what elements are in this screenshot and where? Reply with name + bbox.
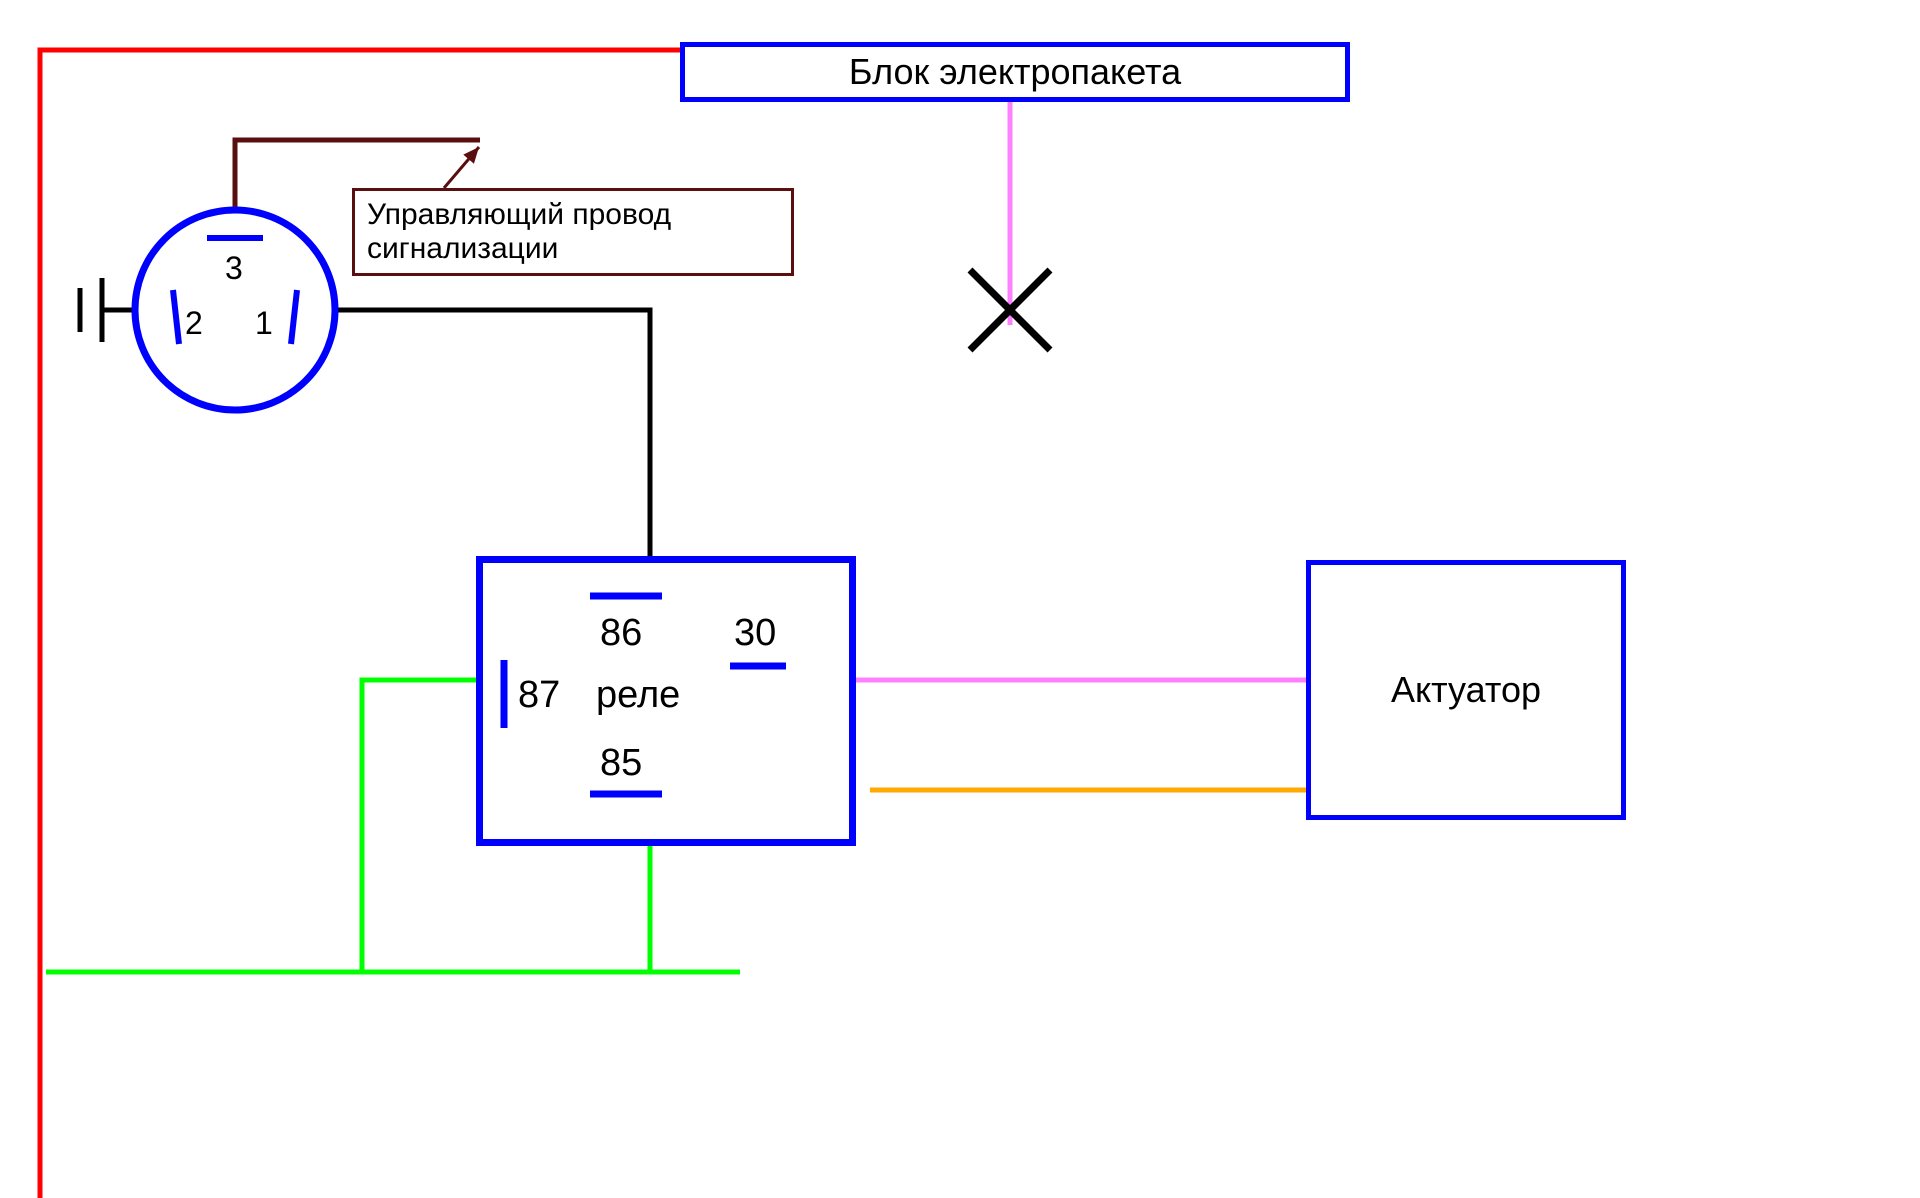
switch-pin-2-mark bbox=[173, 290, 179, 344]
switch-pin-1-mark bbox=[291, 290, 297, 344]
switch-pin-1-label: 1 bbox=[255, 305, 273, 342]
control-arrow-head bbox=[463, 147, 479, 164]
relay-label: реле bbox=[596, 674, 680, 717]
relay-pin-85-label: 85 bbox=[600, 742, 642, 785]
actuator-block: Актуатор bbox=[1306, 560, 1626, 820]
wire-black_switch_vert bbox=[335, 310, 650, 556]
control-wire-label-line2: сигнализации bbox=[367, 232, 558, 266]
cut-mark-1 bbox=[970, 270, 1050, 350]
switch-pin-3-label: 3 bbox=[225, 250, 243, 287]
cut-mark-2 bbox=[970, 270, 1050, 350]
switch-circle bbox=[135, 210, 335, 410]
wire-green1 bbox=[362, 680, 476, 972]
electropackage-label: Блок электропакета bbox=[849, 51, 1181, 93]
control-arrow-line bbox=[444, 147, 479, 188]
electropackage-block: Блок электропакета bbox=[680, 42, 1350, 102]
control-wire-box: Управляющий провод сигнализации bbox=[352, 188, 794, 276]
switch-pin-2-label: 2 bbox=[185, 305, 203, 342]
relay-pin-86-label: 86 bbox=[600, 612, 642, 655]
actuator-label: Актуатор bbox=[1391, 669, 1541, 711]
control-wire-label-line1: Управляющий провод bbox=[367, 198, 671, 232]
relay-pin-87-label: 87 bbox=[518, 674, 560, 717]
relay-pin-30-label: 30 bbox=[734, 612, 776, 655]
